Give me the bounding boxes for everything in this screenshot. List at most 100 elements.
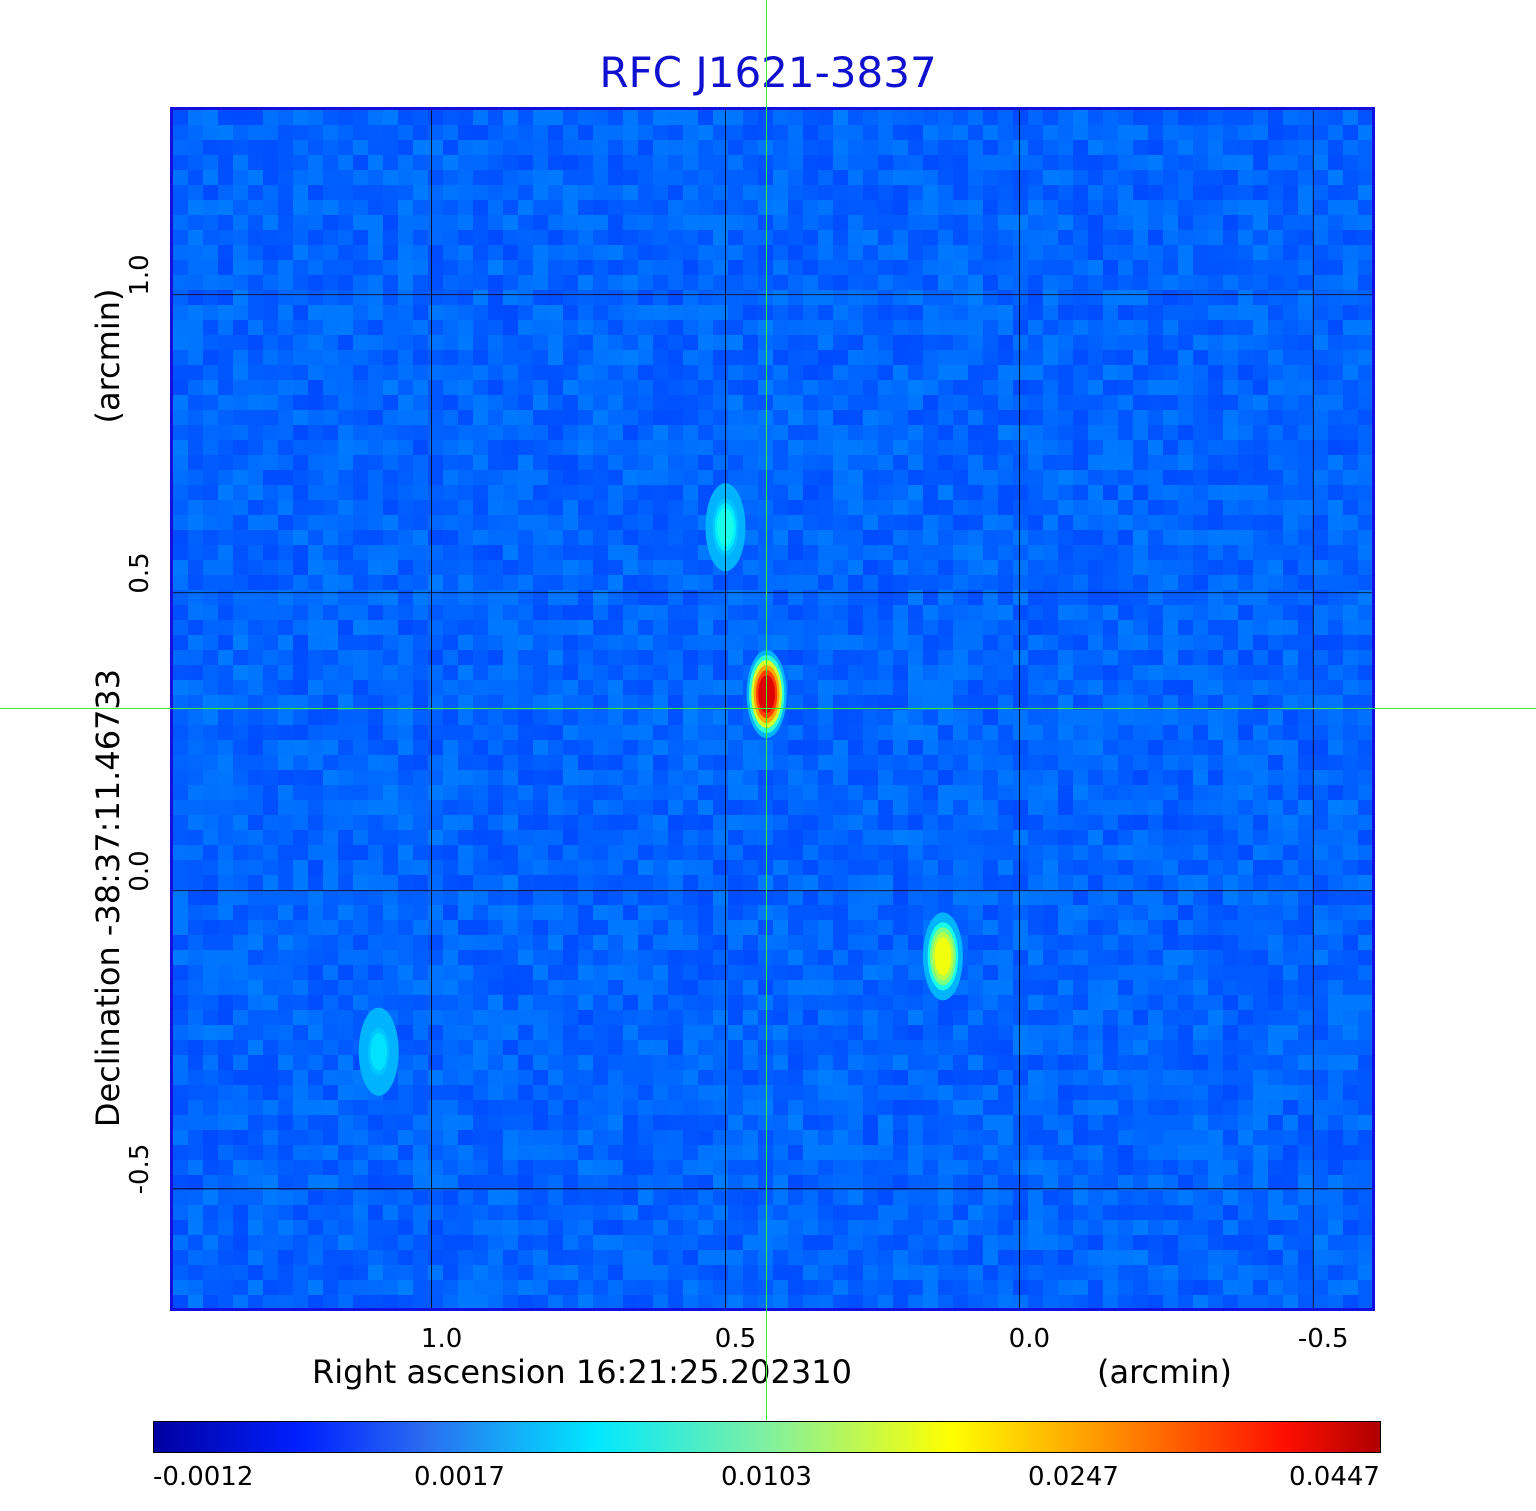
noise-pixel [1013, 215, 1028, 230]
noise-pixel [1223, 455, 1238, 470]
noise-pixel [1133, 455, 1148, 470]
noise-pixel [308, 620, 323, 635]
noise-pixel [1283, 395, 1298, 410]
noise-pixel [833, 125, 848, 140]
noise-pixel [953, 530, 968, 545]
noise-pixel [398, 455, 413, 470]
noise-pixel [1268, 260, 1283, 275]
noise-pixel [1103, 620, 1118, 635]
noise-pixel [1013, 695, 1028, 710]
noise-pixel [683, 770, 698, 785]
noise-pixel [1343, 755, 1358, 770]
noise-pixel [1118, 485, 1133, 500]
noise-pixel [563, 275, 578, 290]
noise-pixel [1058, 995, 1073, 1010]
noise-pixel [533, 725, 548, 740]
noise-pixel [983, 590, 998, 605]
noise-pixel [578, 590, 593, 605]
noise-pixel [323, 830, 338, 845]
noise-pixel [1238, 425, 1253, 440]
noise-pixel [308, 635, 323, 650]
noise-pixel [1328, 830, 1343, 845]
noise-pixel [323, 470, 338, 485]
noise-pixel [188, 185, 203, 200]
noise-pixel [1238, 665, 1253, 680]
noise-pixel [968, 350, 983, 365]
noise-pixel [218, 815, 233, 830]
noise-pixel [563, 860, 578, 875]
noise-pixel [1133, 290, 1148, 305]
noise-pixel [698, 560, 713, 575]
noise-pixel [908, 215, 923, 230]
noise-pixel [1073, 515, 1088, 530]
noise-pixel [1193, 185, 1208, 200]
noise-pixel [368, 725, 383, 740]
noise-pixel [548, 590, 563, 605]
noise-pixel [518, 125, 533, 140]
noise-pixel [1148, 1025, 1163, 1040]
noise-pixel [308, 260, 323, 275]
noise-pixel [1283, 1025, 1298, 1040]
noise-pixel [788, 995, 803, 1010]
noise-pixel [383, 230, 398, 245]
noise-pixel [503, 545, 518, 560]
noise-pixel [1208, 860, 1223, 875]
noise-pixel [683, 800, 698, 815]
noise-pixel [1343, 455, 1358, 470]
noise-pixel [1148, 995, 1163, 1010]
noise-pixel [1208, 995, 1223, 1010]
noise-pixel [1253, 740, 1268, 755]
noise-pixel [908, 935, 923, 950]
noise-pixel [878, 155, 893, 170]
noise-pixel [1253, 830, 1268, 845]
noise-pixel [1118, 740, 1133, 755]
noise-pixel [848, 1025, 863, 1040]
noise-pixel [398, 440, 413, 455]
noise-pixel [938, 395, 953, 410]
noise-pixel [1088, 440, 1103, 455]
noise-pixel [1088, 110, 1103, 125]
noise-pixel [1358, 965, 1372, 980]
noise-pixel [353, 305, 368, 320]
noise-pixel [1313, 560, 1328, 575]
noise-pixel [1298, 185, 1313, 200]
noise-pixel [1073, 215, 1088, 230]
noise-pixel [203, 395, 218, 410]
noise-pixel [188, 275, 203, 290]
noise-pixel [263, 530, 278, 545]
noise-pixel [773, 605, 788, 620]
noise-pixel [803, 485, 818, 500]
noise-pixel [203, 980, 218, 995]
noise-pixel [728, 875, 743, 890]
noise-pixel [923, 455, 938, 470]
noise-pixel [413, 110, 428, 125]
noise-pixel [1283, 710, 1298, 725]
noise-pixel [518, 1010, 533, 1025]
noise-pixel [863, 125, 878, 140]
noise-pixel [263, 140, 278, 155]
noise-pixel [743, 455, 758, 470]
noise-pixel [308, 380, 323, 395]
noise-pixel [1193, 740, 1208, 755]
noise-pixel [473, 740, 488, 755]
noise-pixel [668, 890, 683, 905]
noise-pixel [338, 290, 353, 305]
noise-pixel [338, 800, 353, 815]
noise-pixel [863, 590, 878, 605]
noise-pixel [383, 800, 398, 815]
noise-pixel [278, 395, 293, 410]
noise-pixel [1328, 200, 1343, 215]
noise-pixel [1208, 155, 1223, 170]
noise-pixel [1343, 530, 1358, 545]
noise-pixel [908, 1010, 923, 1025]
noise-pixel [893, 410, 908, 425]
noise-pixel [908, 785, 923, 800]
noise-pixel [488, 575, 503, 590]
noise-pixel [593, 1010, 608, 1025]
noise-pixel [1253, 245, 1268, 260]
noise-pixel [653, 845, 668, 860]
noise-pixel [878, 1025, 893, 1040]
noise-pixel [848, 995, 863, 1010]
noise-pixel [713, 125, 728, 140]
noise-pixel [923, 140, 938, 155]
